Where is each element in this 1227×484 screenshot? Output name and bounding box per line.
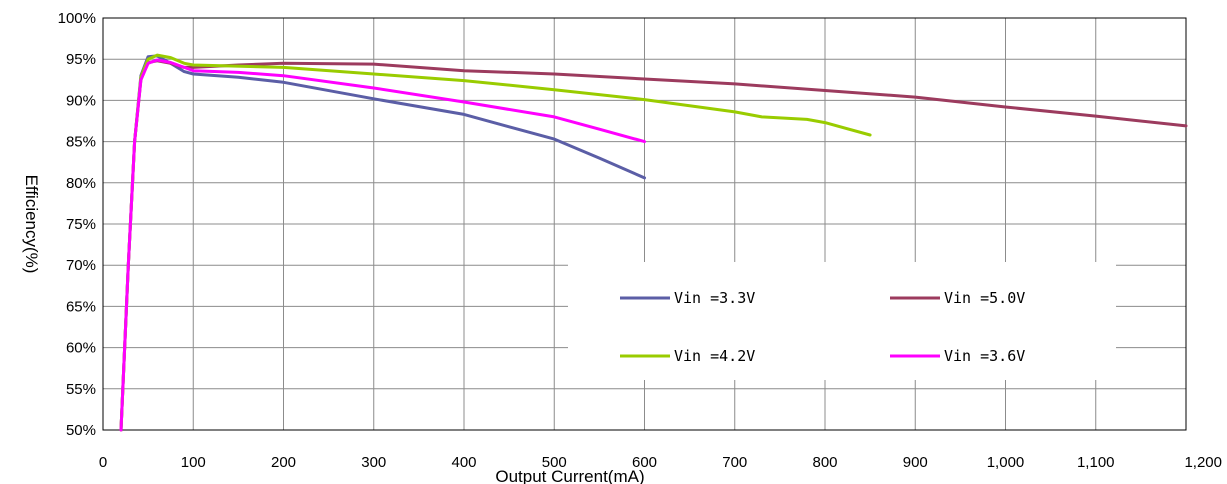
y-axis-title: Efficiency(%) bbox=[22, 175, 41, 274]
x-tick-label: 300 bbox=[361, 454, 386, 471]
x-tick-label: 700 bbox=[722, 454, 747, 471]
y-tick-label: 100% bbox=[58, 10, 96, 27]
y-tick-label: 65% bbox=[66, 298, 96, 315]
x-axis-tick-labels: 0 100 200 300 400 500 600 700 800 900 1,000 1,100 1,… bbox=[99, 454, 1222, 471]
y-tick-label: 95% bbox=[66, 51, 96, 68]
legend-label-2: Vin =5.0V bbox=[944, 289, 1025, 307]
x-tick-label: 100 bbox=[181, 454, 206, 471]
y-tick-label: 50% bbox=[66, 422, 96, 439]
y-tick-label: 85% bbox=[66, 134, 96, 151]
y-axis-tick-labels: 50% 55% 60% 65% 70% 75% 80% 85% 90% 95% 100% bbox=[58, 10, 96, 439]
legend-label-1: Vin =3.3V bbox=[674, 289, 755, 307]
y-tick-label: 70% bbox=[66, 257, 96, 274]
series-line-4 bbox=[119, 58, 646, 432]
series-line-1 bbox=[119, 54, 646, 432]
x-tick-label: 800 bbox=[812, 454, 837, 471]
x-tick-label: 900 bbox=[903, 454, 928, 471]
plot-area-frame bbox=[102, 17, 1187, 431]
x-tick-label: 600 bbox=[632, 454, 657, 471]
y-tick-label: 55% bbox=[66, 381, 96, 398]
x-tick-label: 0 bbox=[99, 454, 107, 471]
y-tick-label: 75% bbox=[66, 216, 96, 233]
x-tick-label: 200 bbox=[271, 454, 296, 471]
x-axis-title: Output Current(mA) bbox=[495, 467, 644, 484]
y-tick-label: 80% bbox=[66, 175, 96, 192]
series-lines bbox=[119, 53, 1188, 432]
x-tick-label: 400 bbox=[451, 454, 476, 471]
y-tick-label: 60% bbox=[66, 340, 96, 357]
x-tick-label: 1,100 bbox=[1077, 454, 1115, 471]
x-tick-label: 1,200 bbox=[1184, 454, 1222, 471]
legend-label-4: Vin =3.6V bbox=[944, 347, 1025, 365]
x-tick-label: 1,000 bbox=[987, 454, 1025, 471]
legend-label-3: Vin =4.2V bbox=[674, 347, 755, 365]
x-tick-label: 500 bbox=[542, 454, 567, 471]
legend-background bbox=[568, 262, 1116, 380]
legend: Vin =3.3V Vin =5.0V Vin =4.2V Vin =3.6V bbox=[568, 262, 1116, 380]
y-tick-label: 90% bbox=[66, 92, 96, 109]
